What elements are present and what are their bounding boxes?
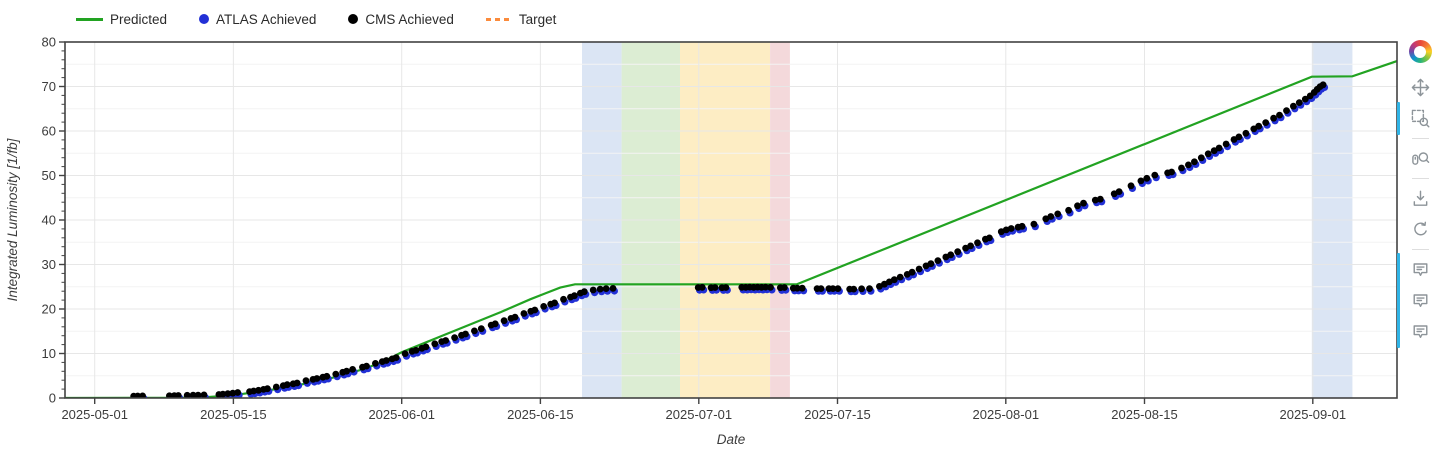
y-tick-label: 20 — [42, 302, 56, 317]
save-icon — [1413, 190, 1427, 206]
toolbar-separator — [1411, 249, 1429, 250]
toolbar-separator — [1411, 138, 1429, 139]
x-tick-label: 2025-07-01 — [666, 407, 733, 422]
atlas-dot-swatch — [199, 14, 210, 24]
y-tick-label: 40 — [42, 213, 56, 228]
legend-item-atlas: ATLAS Achieved — [199, 12, 316, 27]
bokeh-logo[interactable] — [1408, 40, 1432, 63]
reset-icon — [1413, 221, 1427, 236]
y-axis-label: Integrated Luminosity [1/fb] — [5, 137, 20, 301]
x-tick-label: 2025-07-15 — [804, 407, 871, 422]
x-axis-label: Date — [717, 432, 746, 447]
y-tick-label: 30 — [42, 257, 56, 272]
x-tick-label: 2025-05-01 — [61, 407, 128, 422]
legend-item-cms: CMS Achieved — [348, 12, 454, 27]
predicted-line — [65, 60, 1397, 398]
toolbar-separator — [1411, 178, 1429, 179]
x-tick-label: 2025-08-15 — [1111, 407, 1178, 422]
predicted-line-swatch — [76, 17, 103, 21]
y-tick-label: 70 — [42, 79, 56, 94]
hover-icon — [1413, 325, 1427, 339]
chart-legend: Predicted ATLAS Achieved CMS Achieved Ta… — [76, 8, 556, 30]
pan-icon — [1411, 78, 1429, 97]
legend-item-predicted: Predicted — [76, 12, 167, 27]
y-tick-label: 80 — [42, 35, 56, 50]
save-tool-button[interactable] — [1405, 184, 1435, 213]
x-tick-label: 2025-05-15 — [200, 407, 267, 422]
box-zoom-tool-button[interactable] — [1405, 104, 1435, 133]
legend-label: CMS Achieved — [365, 11, 454, 27]
legend-label: Target — [518, 11, 557, 27]
y-tick-label: 10 — [42, 346, 56, 361]
active-tool-indicator — [1397, 253, 1400, 348]
x-tick-label: 2025-06-15 — [507, 407, 574, 422]
bokeh-toolbar — [1402, 40, 1438, 347]
hover-tool-button[interactable] — [1405, 286, 1435, 315]
x-tick-label: 2025-06-01 — [368, 407, 435, 422]
hover-icon — [1413, 263, 1427, 277]
y-tick-label: 60 — [42, 124, 56, 139]
wheel-zoom-tool-button[interactable] — [1405, 144, 1435, 173]
reset-tool-button[interactable] — [1405, 215, 1435, 244]
pan-tool-button[interactable] — [1405, 73, 1435, 102]
legend-label: Predicted — [110, 11, 168, 27]
x-tick-label: 2025-08-01 — [973, 407, 1040, 422]
wheel-zoom-icon — [1411, 152, 1429, 165]
hover-tool-button[interactable] — [1405, 255, 1435, 284]
y-tick-label: 0 — [49, 391, 56, 406]
cms-points — [130, 81, 1327, 398]
cms-dot-swatch — [348, 14, 359, 24]
hover-tool-button[interactable] — [1405, 317, 1435, 346]
box-zoom-icon — [1411, 109, 1429, 128]
x-tick-label: 2025-09-01 — [1280, 407, 1347, 422]
legend-item-target: Target — [485, 11, 557, 27]
y-tick-label: 50 — [42, 168, 56, 183]
active-tool-indicator — [1397, 102, 1400, 135]
target-dash-swatch — [485, 17, 512, 21]
hover-icon — [1413, 294, 1427, 308]
legend-label: ATLAS Achieved — [216, 11, 317, 27]
